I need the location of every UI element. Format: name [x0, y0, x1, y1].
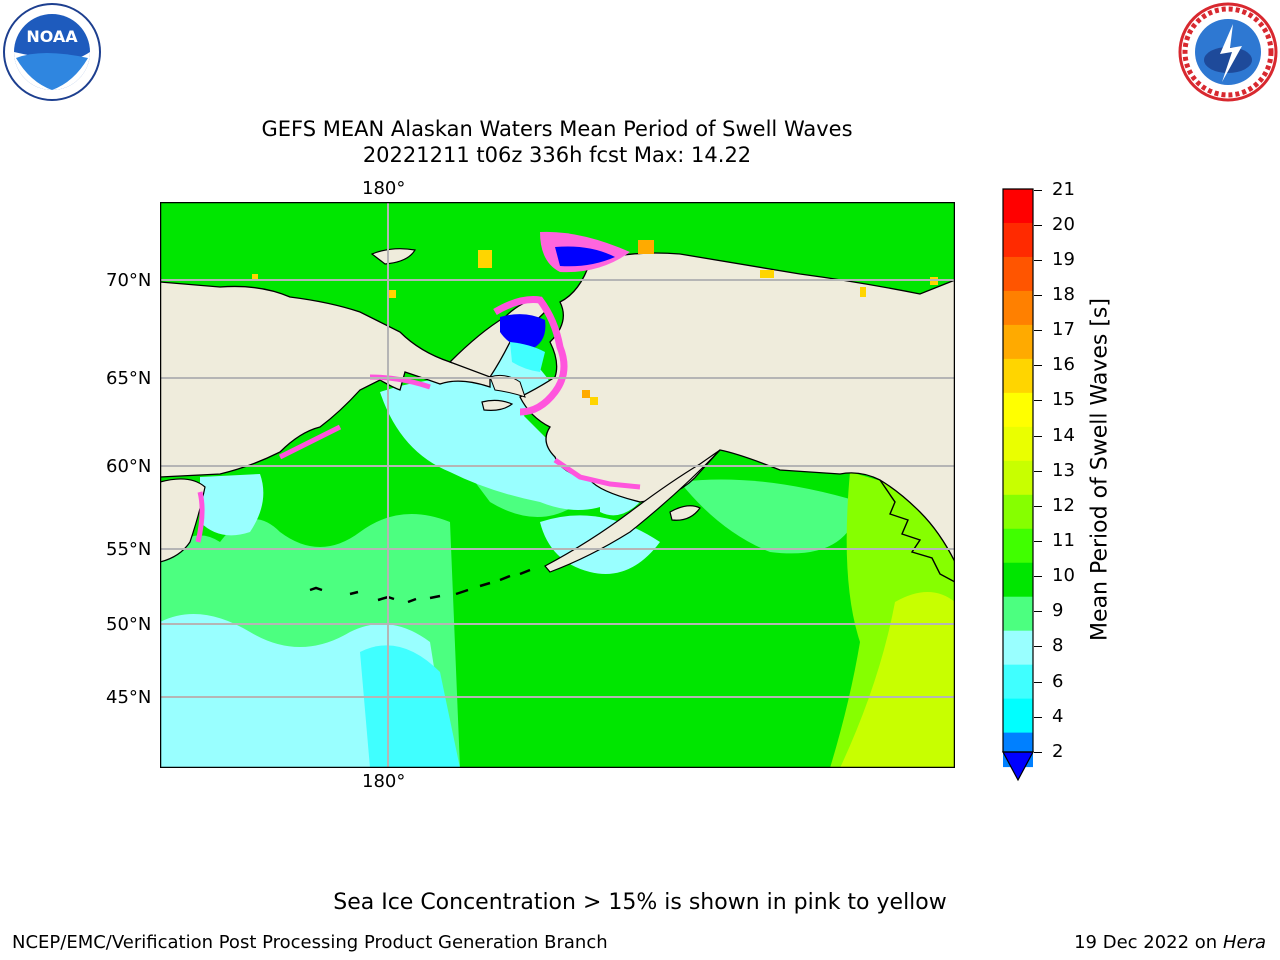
lon-label-top: 180° [362, 178, 406, 199]
colorbar-segment [1003, 528, 1033, 564]
lat-label-70: 70°N [106, 270, 152, 291]
chart-title-line1: GEFS MEAN Alaskan Waters Mean Period of … [261, 117, 853, 141]
run-date: 19 Dec 2022 on Hera [1074, 932, 1266, 953]
run-date-text: 19 Dec 2022 on [1074, 932, 1218, 953]
colorbar-tick-mark [1034, 330, 1042, 331]
colorbar-tick-mark [1034, 436, 1042, 437]
colorbar-tick-label: 8 [1052, 635, 1064, 656]
colorbar-segment [1003, 426, 1033, 462]
colorbar-tick-label: 18 [1052, 284, 1075, 305]
colorbar-tick-label: 10 [1052, 565, 1075, 586]
lat-label-60: 60°N [106, 456, 152, 477]
colorbar [1001, 188, 1035, 783]
colorbar-tick-label: 14 [1052, 425, 1075, 446]
colorbar-tick-label: 6 [1052, 671, 1064, 692]
colorbar-tick-mark [1034, 295, 1042, 296]
chart-title-line2: 20221211 t06z 336h fcst Max: 14.22 [362, 143, 752, 167]
colorbar-tick-mark [1034, 611, 1042, 612]
colorbar-tick-label: 12 [1052, 495, 1075, 516]
colorbar-tick-mark [1034, 365, 1042, 366]
colorbar-tick-mark [1034, 541, 1042, 542]
colorbar-tick-label: 21 [1052, 179, 1075, 200]
colorbar-segment [1003, 392, 1033, 428]
colorbar-segment [1003, 596, 1033, 632]
colorbar-label: Mean Period of Swell Waves [s] [1087, 298, 1113, 641]
colorbar-tick-label: 19 [1052, 249, 1075, 270]
colorbar-segment [1003, 460, 1033, 496]
colorbar-tick-mark [1034, 260, 1042, 261]
colorbar-tick-label: 4 [1052, 706, 1064, 727]
lat-label-50: 50°N [106, 614, 152, 635]
colorbar-tick-label: 2 [1052, 741, 1064, 762]
colorbar-segment [1003, 698, 1033, 734]
sea-ice-note: Sea Ice Concentration > 15% is shown in … [333, 890, 947, 915]
colorbar-tick-label: 20 [1052, 214, 1075, 235]
nws-logo [1178, 2, 1278, 102]
colorbar-tick-mark [1034, 576, 1042, 577]
colorbar-segment [1003, 189, 1033, 224]
colorbar-tick-mark [1034, 225, 1042, 226]
colorbar-segment [1003, 290, 1033, 326]
colorbar-segment [1003, 222, 1033, 258]
colorbar-tick-mark [1034, 646, 1042, 647]
colorbar-tick-mark [1034, 752, 1042, 753]
colorbar-frame [1002, 188, 1034, 753]
colorbar-tick-mark [1034, 400, 1042, 401]
lat-label-55: 55°N [106, 539, 152, 560]
colorbar-segment [1003, 664, 1033, 700]
colorbar-tick-mark [1034, 682, 1042, 683]
colorbar-tick-label: 15 [1052, 389, 1075, 410]
colorbar-segment [1003, 562, 1033, 598]
map-svg [159, 201, 956, 769]
lat-label-45: 45°N [106, 687, 152, 708]
colorbar-tick-label: 16 [1052, 354, 1075, 375]
machine-name: Hera [1222, 932, 1266, 953]
colorbar-segment [1003, 494, 1033, 530]
colorbar-tick-label: 17 [1052, 319, 1075, 340]
colorbar-tick-label: 13 [1052, 460, 1075, 481]
colorbar-segment [1003, 358, 1033, 394]
noaa-logo-text: NOAA [26, 27, 78, 46]
colorbar-segment [1003, 630, 1033, 666]
noaa-logo: NOAA [2, 2, 102, 102]
map-panel [159, 201, 956, 769]
lat-label-65: 65°N [106, 368, 152, 389]
colorbar-segment [1003, 324, 1033, 360]
lon-label-bottom: 180° [362, 771, 406, 792]
colorbar-tick-mark [1034, 471, 1042, 472]
credit-text: NCEP/EMC/Verification Post Processing Pr… [12, 932, 608, 953]
colorbar-segment [1003, 256, 1033, 292]
colorbar-tick-mark [1034, 190, 1042, 191]
colorbar-tick-mark [1034, 717, 1042, 718]
colorbar-tick-mark [1034, 506, 1042, 507]
colorbar-tick-label: 9 [1052, 600, 1064, 621]
colorbar-tick-label: 11 [1052, 530, 1075, 551]
colorbar-svg [1001, 188, 1035, 782]
